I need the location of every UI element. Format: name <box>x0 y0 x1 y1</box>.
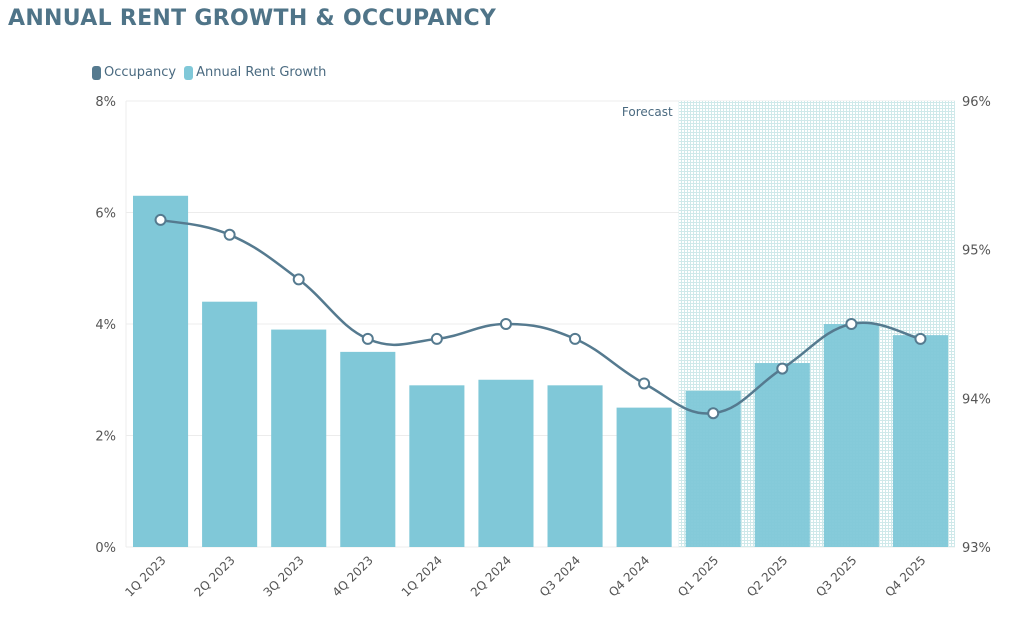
occupancy-point <box>499 318 512 330</box>
legend-label-occupancy: Occupancy <box>104 65 177 80</box>
legend-item-rent-growth[interactable]: Annual Rent Growth <box>184 65 326 80</box>
y-left-tick-label: 0% <box>95 541 116 556</box>
y-left-tick-label: 8% <box>95 95 116 110</box>
occupancy-point <box>914 332 927 345</box>
occupancy-point <box>845 318 858 330</box>
x-tick-label: 1Q 2023 <box>122 553 168 599</box>
forecast-label: Forecast <box>622 105 673 119</box>
x-tick-label: 4Q 2023 <box>330 553 376 599</box>
bar <box>202 301 258 547</box>
bar <box>271 329 327 547</box>
x-tick-label: Q2 2025 <box>744 553 790 599</box>
occupancy-point <box>223 228 236 241</box>
occupancy-line <box>160 218 921 415</box>
occupancy-point <box>292 273 305 286</box>
legend-item-occupancy[interactable]: Occupancy <box>92 65 176 80</box>
y-right-tick-label: 93% <box>962 541 991 556</box>
bar <box>823 324 879 547</box>
bar <box>892 335 948 547</box>
legend-swatch-rent-growth <box>184 65 194 80</box>
y-left-tick-label: 2% <box>95 430 116 445</box>
x-tick-label: Q4 2025 <box>882 553 928 599</box>
x-tick-label: 1Q 2024 <box>399 553 445 599</box>
x-tick-label: 2Q 2024 <box>468 553 514 599</box>
occupancy-point <box>569 332 582 345</box>
legend-swatch-occupancy <box>92 65 101 80</box>
bar <box>616 407 672 547</box>
y-right-tick-label: 96% <box>962 95 991 110</box>
y-left-tick-label: 6% <box>95 207 116 222</box>
x-tick-label: Q1 2025 <box>675 553 721 599</box>
x-tick-label: 2Q 2023 <box>191 553 237 599</box>
y-right-tick-label: 94% <box>962 392 991 407</box>
occupancy-point <box>638 377 651 390</box>
occupancy-point <box>154 213 167 226</box>
occupancy-point <box>430 332 443 345</box>
x-tick-label: 3Q 2023 <box>261 553 307 599</box>
x-tick-label: Q3 2024 <box>537 553 583 599</box>
bar <box>340 351 396 547</box>
occupancy-point <box>776 362 789 375</box>
bar <box>409 385 465 547</box>
occupancy-point <box>361 332 374 345</box>
y-left-tick-label: 4% <box>95 318 116 333</box>
bar <box>754 363 810 547</box>
legend: Occupancy Annual Rent Growth <box>92 65 326 80</box>
bar <box>478 379 534 547</box>
x-tick-label: Q4 2024 <box>606 553 652 599</box>
x-tick-label: Q3 2025 <box>813 553 859 599</box>
legend-label-rent-growth: Annual Rent Growth <box>196 65 327 80</box>
chart-title: ANNUAL RENT GROWTH & OCCUPANCY <box>8 6 497 31</box>
y-right-tick-label: 95% <box>962 244 991 259</box>
occupancy-point <box>707 407 720 420</box>
bar <box>133 195 189 547</box>
bar <box>547 385 603 547</box>
